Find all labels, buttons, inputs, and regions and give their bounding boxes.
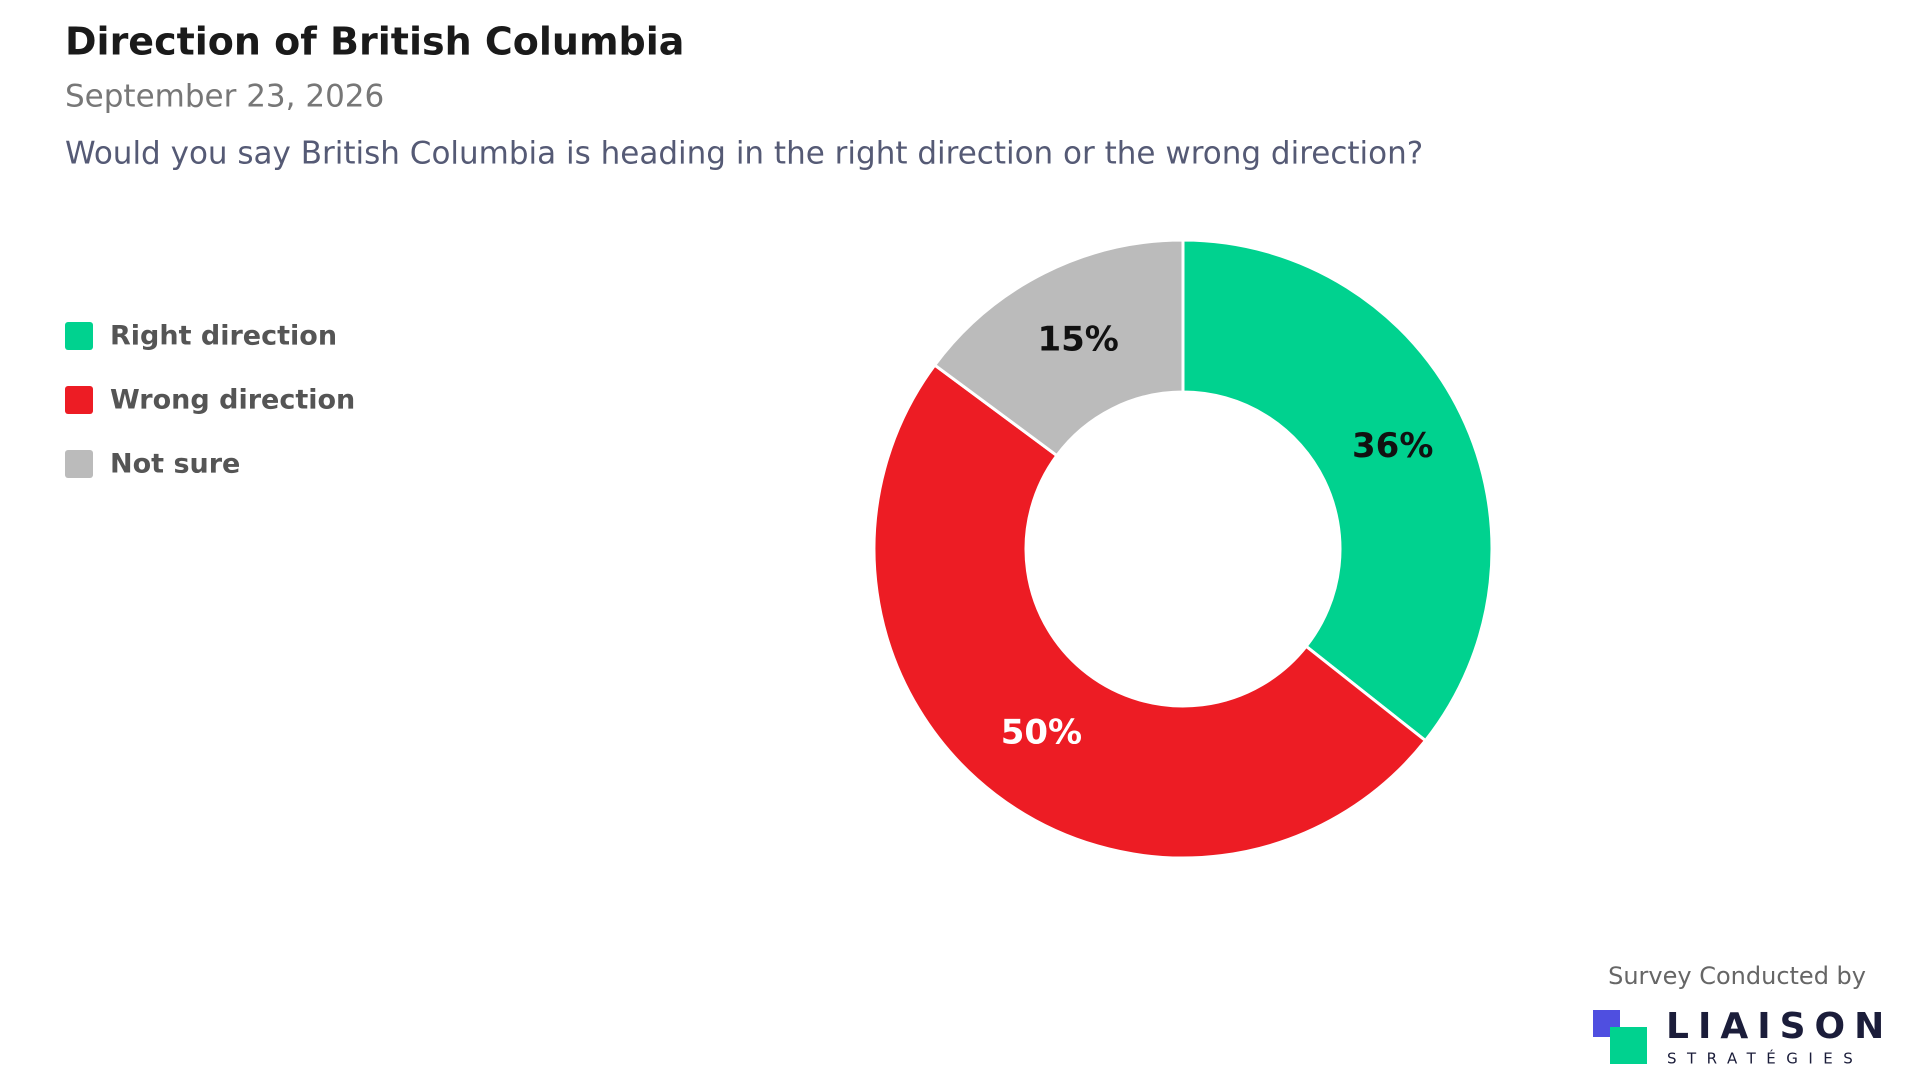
donut-slice [1181, 238, 1494, 743]
chart-title: Direction of British Columbia [65, 20, 684, 64]
value-label: 50% [1001, 713, 1082, 753]
legend-swatch [65, 450, 93, 478]
logo-square [1610, 1027, 1647, 1064]
legend-label: Right direction [110, 321, 337, 352]
logo-sub: STRATÉGIES [1667, 1049, 1863, 1068]
chart-subtitle: September 23, 2026 [65, 79, 384, 115]
legend-swatch [65, 386, 93, 414]
value-label: 36% [1352, 426, 1433, 466]
question: Would you say British Columbia is headin… [65, 136, 1423, 172]
credit: Survey Conducted by [1608, 962, 1866, 990]
logo-name: LIAISON [1666, 1006, 1893, 1047]
legend-label: Wrong direction [110, 385, 355, 416]
legend-label: Not sure [110, 449, 240, 480]
value-label: 15% [1037, 319, 1118, 359]
donut-slice [872, 362, 1428, 860]
donut-slice [932, 238, 1185, 458]
legend-swatch [65, 322, 93, 350]
